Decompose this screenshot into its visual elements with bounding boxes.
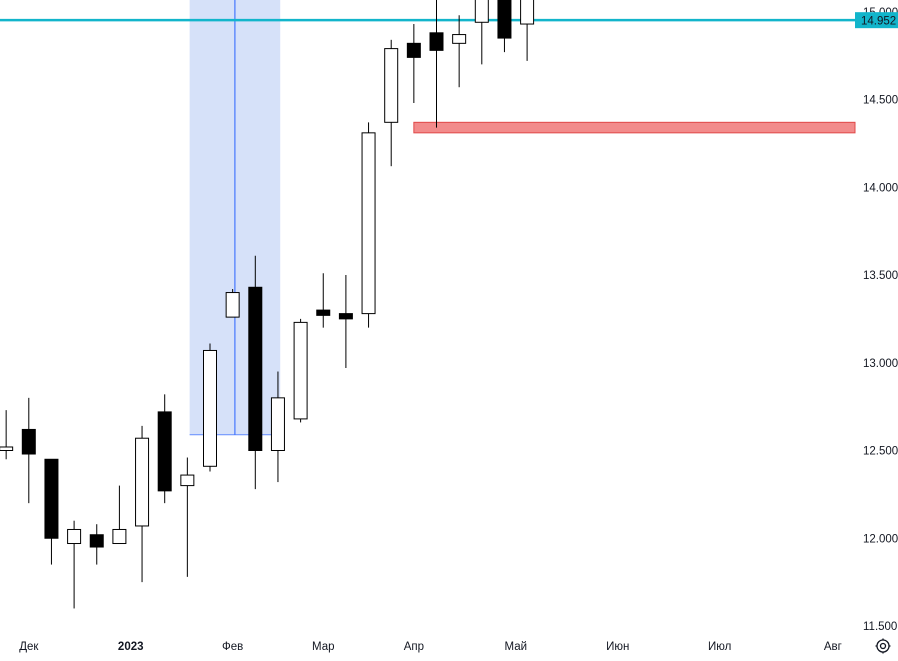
time-tick-label: Июл bbox=[708, 641, 731, 653]
horizontal-lines bbox=[0, 18, 855, 22]
time-tick-label: Дек bbox=[19, 641, 39, 653]
measure-zones bbox=[189, 0, 281, 436]
price-tick-label: 14.000 bbox=[863, 182, 898, 194]
candle-body bbox=[293, 321, 308, 420]
candle-body bbox=[497, 0, 512, 39]
time-tick-label: Апр bbox=[404, 641, 424, 653]
candle-body bbox=[135, 437, 150, 527]
price-label-box bbox=[855, 12, 898, 29]
time-tick-label: Май bbox=[505, 641, 528, 653]
candle-body bbox=[67, 528, 82, 545]
candle-body bbox=[520, 0, 535, 25]
price-tick-label: 14.500 bbox=[863, 95, 898, 107]
candle-body bbox=[157, 411, 172, 492]
candle-body bbox=[180, 474, 195, 487]
candle-body bbox=[203, 349, 217, 467]
candles bbox=[0, 0, 535, 609]
candle-body bbox=[474, 0, 489, 23]
price-tick-label: 12.500 bbox=[863, 446, 898, 458]
price-label: 14.952 bbox=[861, 16, 896, 28]
candle-body bbox=[112, 528, 127, 545]
time-tick-label: Фев bbox=[222, 641, 243, 653]
price-tick-label: 13.500 bbox=[863, 270, 898, 282]
candle-body bbox=[429, 32, 444, 51]
candle-body bbox=[338, 313, 353, 320]
price-tick-label: 13.000 bbox=[863, 358, 898, 370]
time-tick-label: Июн bbox=[606, 641, 629, 653]
candle-body bbox=[89, 534, 104, 548]
time-axis: Дек 2023 Фев Мар Апр Май Июн Июл Авг bbox=[19, 641, 842, 653]
candle-body bbox=[0, 446, 14, 451]
gear-icon[interactable] bbox=[874, 637, 892, 655]
support-zone bbox=[413, 121, 856, 134]
price-tick-label: 11.500 bbox=[863, 621, 897, 633]
candle-body bbox=[406, 42, 421, 58]
candle-body bbox=[316, 309, 331, 316]
candle-body bbox=[44, 458, 59, 539]
support-zone-layer bbox=[413, 121, 856, 134]
candle-body bbox=[225, 292, 240, 318]
time-tick-label: 2023 bbox=[118, 641, 144, 653]
candle-body bbox=[384, 48, 399, 123]
candle-body bbox=[248, 286, 263, 451]
candle-body bbox=[21, 428, 36, 455]
time-tick-label: Мар bbox=[312, 641, 335, 653]
price-tick-label: 12.000 bbox=[863, 533, 898, 545]
candle-body bbox=[270, 397, 285, 452]
candle-body bbox=[361, 132, 376, 315]
price-labels: 18.30717.77217.41717.02416.88615.60214.9… bbox=[855, 12, 898, 29]
price-axis: 11.500 12.000 12.500 13.000 13.500 14.000 14.5… bbox=[863, 7, 898, 633]
time-tick-label: Авг bbox=[824, 641, 842, 653]
candle-body bbox=[452, 34, 467, 44]
